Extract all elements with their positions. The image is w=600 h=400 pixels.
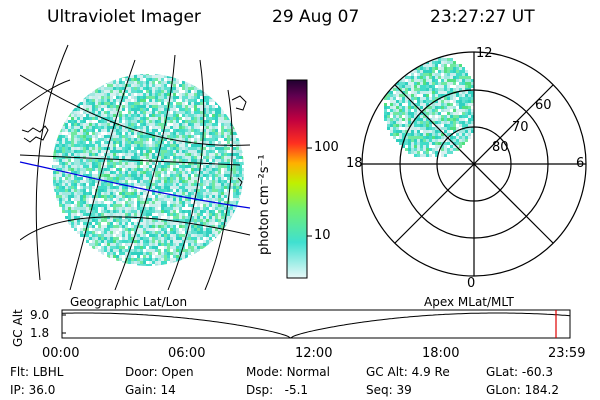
geo-panel-label: Geographic Lat/Lon	[70, 295, 188, 309]
geographic-map-panel	[19, 44, 251, 290]
mlt-label-18: 18	[346, 156, 363, 171]
altitude-ytick-high: 9.0	[30, 308, 50, 322]
xtick-2359: 23:59	[548, 346, 586, 361]
mlt-label-6: 6	[576, 156, 585, 171]
info-flt: Flt: LBHL	[10, 365, 64, 379]
colorbar	[286, 79, 312, 279]
instrument-title: Ultraviolet Imager	[47, 7, 201, 27]
colorbar-tick-100: 100	[314, 140, 339, 155]
altitude-ylabel: GC Alt	[11, 309, 25, 347]
mlt-label-0: 0	[467, 276, 476, 291]
geo-grid-lines	[20, 44, 251, 290]
xtick-0000: 00:00	[42, 346, 80, 361]
altitude-ytick-low: 1.8	[30, 326, 50, 340]
info-door: Door: Open	[125, 365, 194, 379]
colorbar-tick-10: 10	[314, 228, 331, 243]
info-ip: IP: 36.0	[10, 383, 56, 397]
info-gc-alt: GC Alt: 4.9 Re	[366, 365, 450, 379]
info-dsp: Dsp: -5.1	[246, 383, 309, 397]
time-label: 23:27:27 UT	[430, 7, 535, 27]
xtick-1200: 12:00	[295, 346, 333, 361]
info-seq: Seq: 39	[366, 383, 412, 397]
mlat-label-70: 70	[512, 120, 529, 135]
terminator-line	[19, 161, 251, 209]
info-gain: Gain: 14	[125, 383, 176, 397]
info-mode: Mode: Normal	[246, 365, 330, 379]
colorbar-unit-label: photon cm⁻²s⁻¹	[257, 154, 272, 255]
date-label: 29 Aug 07	[272, 7, 360, 27]
info-glat: GLat: -60.3	[486, 365, 553, 379]
altitude-plot	[61, 309, 571, 339]
mlat-label-60: 60	[535, 98, 552, 113]
polar-mlt-panel	[361, 51, 587, 277]
geo-coastlines	[21, 95, 247, 187]
geo-emission-image	[52, 74, 244, 266]
polar-panel-label: Apex MLat/MLT	[424, 295, 514, 309]
xtick-0600: 06:00	[168, 346, 206, 361]
xtick-1800: 18:00	[422, 346, 460, 361]
polar-emission-image	[384, 55, 474, 157]
polar-grid	[361, 51, 587, 277]
mlat-label-80: 80	[492, 140, 509, 155]
mlt-label-12: 12	[476, 46, 493, 61]
info-glon: GLon: 184.2	[486, 383, 559, 397]
